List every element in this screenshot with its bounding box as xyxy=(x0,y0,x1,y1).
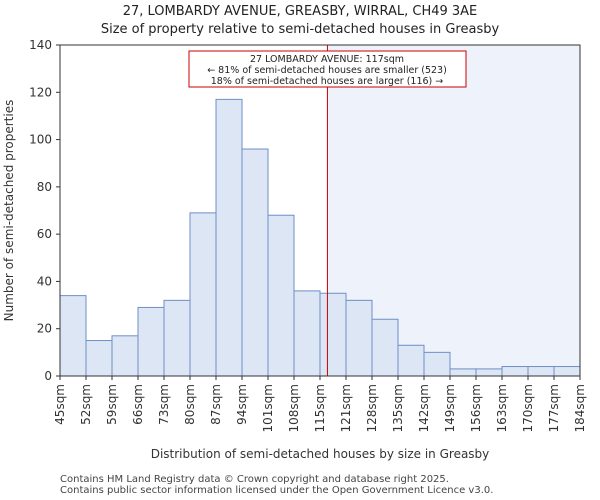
y-tick-label-60: 60 xyxy=(37,227,52,241)
x-axis-ticks: 45sqm 52sqm 59sqm 66sqm 73sqm 80sqm 87sqm 94sqm… xyxy=(53,376,587,432)
x-tick-label-184sqm: 184sqm xyxy=(573,384,587,432)
bar-87sqm xyxy=(215,98,243,377)
bar-59sqm xyxy=(111,335,139,377)
footer-line-2: Contains public sector information licen… xyxy=(60,485,494,496)
x-tick-label-80sqm: 80sqm xyxy=(183,384,197,425)
bar-128sqm xyxy=(371,318,399,377)
x-tick-label-115sqm: 115sqm xyxy=(313,384,327,432)
annotation-box xyxy=(188,50,467,88)
y-tick-label-100: 100 xyxy=(29,133,52,147)
y-tick-label-20: 20 xyxy=(37,322,52,336)
bars-group xyxy=(59,98,581,377)
bar-156sqm xyxy=(475,368,503,377)
bar-149sqm xyxy=(449,368,477,377)
footer-line-1: Contains HM Land Registry data © Crown c… xyxy=(60,474,449,485)
bar-80sqm xyxy=(189,212,217,377)
bar-66sqm xyxy=(137,306,165,377)
bar-170sqm xyxy=(527,366,555,377)
bar-177sqm xyxy=(553,366,581,377)
x-tick-label-108sqm: 108sqm xyxy=(287,384,301,432)
x-tick-label-121sqm: 121sqm xyxy=(339,384,353,432)
y-tick-label-80: 80 xyxy=(37,180,52,194)
bar-108sqm xyxy=(293,290,321,377)
annotation-line-3: 18% of semi-detached houses are larger (… xyxy=(211,76,444,87)
x-tick-label-163sqm: 163sqm xyxy=(495,384,509,432)
chart-subtitle: Size of property relative to semi-detach… xyxy=(100,22,500,37)
y-axis-label: Number of semi-detached properties xyxy=(2,100,16,322)
annotation-line-1: 27 LOMBARDY AVENUE: 117sqm xyxy=(250,54,404,65)
bar-73sqm xyxy=(163,299,191,377)
x-tick-label-170sqm: 170sqm xyxy=(521,384,535,432)
x-tick-label-87sqm: 87sqm xyxy=(209,384,223,425)
x-axis-label: Distribution of semi-detached houses by … xyxy=(151,447,490,461)
y-tick-label-40: 40 xyxy=(37,274,52,288)
x-tick-label-73sqm: 73sqm xyxy=(157,384,171,425)
x-tick-label-156sqm: 156sqm xyxy=(469,384,483,432)
y-tick-label-120: 120 xyxy=(29,85,52,99)
x-tick-label-66sqm: 66sqm xyxy=(131,384,145,425)
y-tick-label-140: 140 xyxy=(29,38,52,52)
x-tick-label-177sqm: 177sqm xyxy=(547,384,561,432)
bar-115sqm xyxy=(319,292,347,377)
x-tick-label-101sqm: 101sqm xyxy=(261,384,275,432)
y-tick-label-0: 0 xyxy=(44,369,52,383)
x-tick-label-149sqm: 149sqm xyxy=(443,384,457,432)
bar-101sqm xyxy=(267,214,295,377)
marker-annotation: 27 LOMBARDY AVENUE: 117sqm ← 81% of semi… xyxy=(188,50,467,88)
bar-94sqm xyxy=(241,148,269,377)
x-tick-label-94sqm: 94sqm xyxy=(235,384,249,425)
plot-frame xyxy=(59,44,581,377)
bar-142sqm xyxy=(423,351,451,377)
bar-45sqm xyxy=(59,295,87,377)
bar-163sqm xyxy=(501,366,529,377)
y-axis-ticks: 0 20 40 60 80 100 120 140 xyxy=(29,38,60,383)
bar-135sqm xyxy=(397,344,425,377)
bar-121sqm xyxy=(345,299,373,377)
x-tick-label-45sqm: 45sqm xyxy=(53,384,67,425)
chart-title: 27, LOMBARDY AVENUE, GREASBY, WIRRAL, CH… xyxy=(122,4,478,19)
x-tick-label-52sqm: 52sqm xyxy=(79,384,93,425)
x-tick-label-135sqm: 135sqm xyxy=(391,384,405,432)
bar-52sqm xyxy=(85,340,113,377)
x-tick-label-142sqm: 142sqm xyxy=(417,384,431,432)
x-tick-label-128sqm: 128sqm xyxy=(365,384,379,432)
x-tick-label-59sqm: 59sqm xyxy=(105,384,119,425)
annotation-line-2: ← 81% of semi-detached houses are smalle… xyxy=(207,65,447,76)
